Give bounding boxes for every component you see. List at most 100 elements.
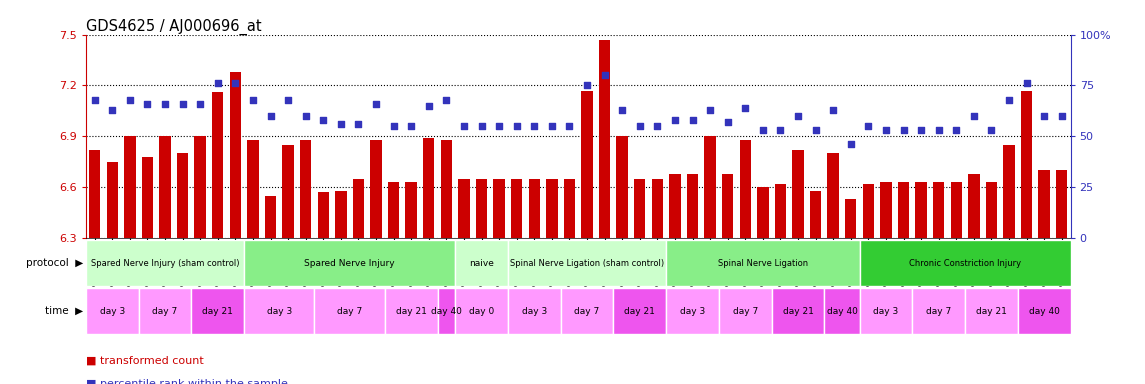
Bar <box>493 179 505 238</box>
Point <box>455 123 473 129</box>
Point <box>789 113 807 119</box>
Text: GDS4625 / AJ000696_at: GDS4625 / AJ000696_at <box>86 18 261 35</box>
Text: naive: naive <box>469 258 493 268</box>
Point <box>385 123 403 129</box>
Point <box>419 103 437 109</box>
Bar <box>370 140 381 238</box>
Point <box>578 83 597 89</box>
Point <box>349 121 368 127</box>
Text: day 21: day 21 <box>976 306 1006 316</box>
Bar <box>529 179 540 238</box>
Text: Spared Nerve Injury (sham control): Spared Nerve Injury (sham control) <box>90 258 239 268</box>
Bar <box>986 182 997 238</box>
Bar <box>546 179 558 238</box>
Bar <box>652 179 663 238</box>
Bar <box>458 179 469 238</box>
Bar <box>437 288 456 334</box>
Bar <box>862 184 874 238</box>
Bar <box>86 288 139 334</box>
Point <box>244 97 262 103</box>
Bar <box>757 187 768 238</box>
Bar <box>212 92 223 238</box>
Text: day 40: day 40 <box>1028 306 1059 316</box>
Bar <box>244 288 315 334</box>
Bar <box>335 190 347 238</box>
Text: Chronic Constriction Injury: Chronic Constriction Injury <box>909 258 1021 268</box>
Point <box>120 97 139 103</box>
Point <box>227 80 245 86</box>
Bar <box>563 179 575 238</box>
Bar <box>561 288 614 334</box>
Point <box>1018 80 1036 86</box>
Point <box>490 123 508 129</box>
Bar <box>176 153 188 238</box>
Point <box>437 97 456 103</box>
Point <box>173 101 191 107</box>
Bar <box>385 288 437 334</box>
Bar <box>824 288 860 334</box>
Point <box>613 107 631 113</box>
Bar <box>300 140 311 238</box>
Point <box>156 101 174 107</box>
Bar <box>965 288 1018 334</box>
Point <box>560 123 578 129</box>
Text: day 21: day 21 <box>203 306 234 316</box>
Bar <box>508 240 666 286</box>
Bar <box>772 288 824 334</box>
Bar <box>191 288 244 334</box>
Bar <box>860 240 1071 286</box>
Text: day 21: day 21 <box>396 306 427 316</box>
Point <box>806 127 824 133</box>
Bar <box>969 174 980 238</box>
Bar <box>264 196 276 238</box>
Text: day 7: day 7 <box>337 306 362 316</box>
Text: day 3: day 3 <box>522 306 547 316</box>
Text: day 3: day 3 <box>680 306 705 316</box>
Bar <box>508 288 561 334</box>
Point <box>595 72 614 78</box>
Point <box>842 141 860 147</box>
Bar <box>614 288 666 334</box>
Bar <box>139 288 191 334</box>
Point <box>366 101 385 107</box>
Point <box>208 80 227 86</box>
Bar <box>950 182 962 238</box>
Bar <box>616 136 627 238</box>
Point <box>631 123 649 129</box>
Bar <box>124 136 135 238</box>
Bar <box>405 182 417 238</box>
Bar <box>634 179 646 238</box>
Bar <box>456 288 508 334</box>
Bar <box>106 162 118 238</box>
Bar <box>441 140 452 238</box>
Point <box>911 127 930 133</box>
Bar <box>1018 288 1071 334</box>
Text: Spinal Nerve Ligation: Spinal Nerve Ligation <box>718 258 808 268</box>
Bar <box>898 182 909 238</box>
Bar <box>810 190 821 238</box>
Text: ■ percentile rank within the sample: ■ percentile rank within the sample <box>86 379 287 384</box>
Point <box>982 127 1001 133</box>
Text: time  ▶: time ▶ <box>46 306 84 316</box>
Text: day 3: day 3 <box>100 306 125 316</box>
Text: day 7: day 7 <box>152 306 177 316</box>
Point <box>261 113 279 119</box>
Bar <box>881 182 892 238</box>
Point <box>1035 113 1053 119</box>
Point <box>473 123 491 129</box>
Point <box>859 123 877 129</box>
Bar <box>511 179 522 238</box>
Bar <box>86 240 244 286</box>
Bar <box>388 182 400 238</box>
Point <box>526 123 544 129</box>
Text: day 40: day 40 <box>431 306 461 316</box>
Bar <box>353 179 364 238</box>
Point <box>297 113 315 119</box>
Bar <box>244 240 456 286</box>
Point <box>279 97 298 103</box>
Bar <box>283 145 294 238</box>
Bar <box>423 138 434 238</box>
Text: day 3: day 3 <box>874 306 899 316</box>
Bar <box>913 288 965 334</box>
Text: ■ transformed count: ■ transformed count <box>86 356 204 366</box>
